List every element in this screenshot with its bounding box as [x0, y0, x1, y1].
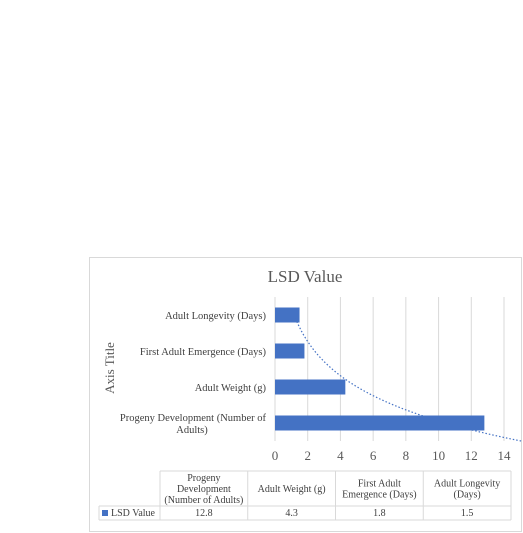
table-header-3-0: Adult Longevity [434, 479, 500, 490]
legend-label: LSD Value [111, 508, 156, 519]
bar-3 [275, 307, 300, 323]
table-header-0-2: (Number of Adults) [164, 495, 243, 506]
bar-1 [275, 379, 346, 395]
x-tick-label-2: 4 [337, 448, 344, 463]
table-value-3: 1.5 [461, 508, 474, 519]
table-header-1-0: Adult Weight (g) [258, 484, 326, 495]
x-tick-label-0: 0 [272, 448, 279, 463]
category-label-1-0: Adult Weight (g) [195, 383, 267, 394]
x-tick-label-7: 14 [498, 448, 512, 463]
category-label-3-0: Adult Longevity (Days) [165, 311, 266, 322]
x-tick-label-1: 2 [304, 448, 311, 463]
bar-2 [275, 343, 305, 359]
x-tick-label-5: 10 [432, 448, 445, 463]
x-tick-label-4: 8 [403, 448, 410, 463]
category-label-2-0: First Adult Emergence (Days) [140, 347, 267, 358]
table-header-2-0: First Adult [358, 479, 401, 490]
x-tick-label-3: 6 [370, 448, 377, 463]
table-header-3-1: (Days) [454, 490, 481, 501]
table-header-0-1: Development [177, 484, 231, 495]
table-value-2: 1.8 [373, 508, 386, 519]
x-tick-label-6: 12 [465, 448, 478, 463]
table-header-2-1: Emergence (Days) [342, 490, 417, 501]
category-label-0-0: Progeny Development (Number of [120, 413, 267, 424]
table-value-0: 12.8 [195, 508, 213, 519]
y-axis-title: Axis Title [102, 342, 117, 394]
trendline [294, 318, 522, 442]
chart-title: LSD Value [268, 267, 343, 286]
table-header-0-0: Progeny [187, 473, 220, 484]
legend-swatch [102, 510, 108, 516]
bar-0 [275, 415, 485, 431]
table-value-1: 4.3 [285, 508, 298, 519]
category-label-0-1: Adults) [176, 425, 208, 436]
